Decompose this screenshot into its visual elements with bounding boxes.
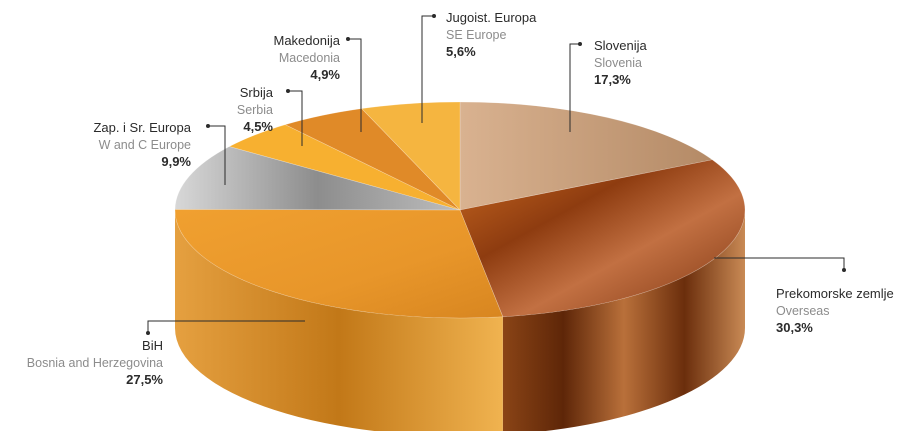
leader-line-1 [714,257,845,270]
pie-slice-1 [459,159,746,318]
slice-value-label-6: 5,6% [446,44,476,59]
slice-label-en-6: SE Europe [446,28,507,42]
leader-dot-6 [432,14,436,18]
slice-label-2: BiH [142,338,163,353]
slice-label-en-5: Macedonia [279,51,340,65]
leader-dot-1 [842,268,846,272]
pie-side-1 [502,210,745,431]
slice-label-en-1: Overseas [776,304,830,318]
pie-slice-3 [174,146,461,211]
leader-dot-5 [346,37,350,41]
pie-slice-5 [284,108,461,211]
slice-value-label-0: 17,3% [594,72,631,87]
slice-label-en-3: W and C Europe [99,138,191,152]
slice-value-label-3: 9,9% [161,154,191,169]
leader-line-0 [569,43,580,132]
slice-label-3: Zap. i Sr. Europa [93,120,191,135]
slice-value-label-5: 4,9% [310,67,340,82]
slice-label-en-4: Serbia [237,103,273,117]
leader-line-2 [147,320,305,333]
pie-slice-0 [459,101,714,211]
pie-slice-6 [361,101,461,211]
slice-label-4: Srbija [240,85,274,100]
slice-label-1: Prekomorske zemlje [776,286,894,301]
leader-dot-3 [206,124,210,128]
leader-line-3 [208,125,226,185]
pie-slice-2 [174,209,504,319]
pie-tops [174,101,746,319]
slice-value-label-4: 4,5% [243,119,273,134]
slice-value-label-2: 27,5% [126,372,163,387]
slice-label-0: Slovenija [594,38,648,53]
pie-sides [175,210,745,431]
slice-label-5: Makedonija [274,33,341,48]
leader-dot-2 [146,331,150,335]
slice-label-en-2: Bosnia and Herzegovina [27,356,163,370]
leader-line-4 [288,90,303,146]
slice-label-en-0: Slovenia [594,56,642,70]
leader-line-6 [421,15,434,123]
slice-label-6: Jugoist. Europa [446,10,537,25]
leader-dot-4 [286,89,290,93]
pie-side-2 [175,210,503,431]
leader-line-5 [348,38,362,132]
slice-value-label-1: 30,3% [776,320,813,335]
pie-slice-4 [228,124,461,211]
leader-dot-0 [578,42,582,46]
pie-labels: Slovenija Slovenia 17,3% Prekomorske zemlje… [27,10,894,387]
